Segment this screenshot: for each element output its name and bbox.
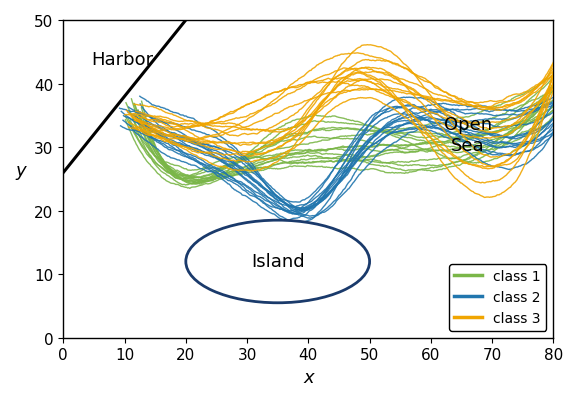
Text: Island: Island: [251, 253, 305, 271]
X-axis label: x: x: [303, 368, 314, 386]
Text: Open
Sea: Open Sea: [443, 116, 492, 154]
Text: Harbor: Harbor: [91, 51, 153, 69]
Ellipse shape: [186, 221, 369, 303]
Legend: class 1, class 2, class 3: class 1, class 2, class 3: [449, 264, 546, 331]
Y-axis label: y: y: [15, 162, 25, 179]
